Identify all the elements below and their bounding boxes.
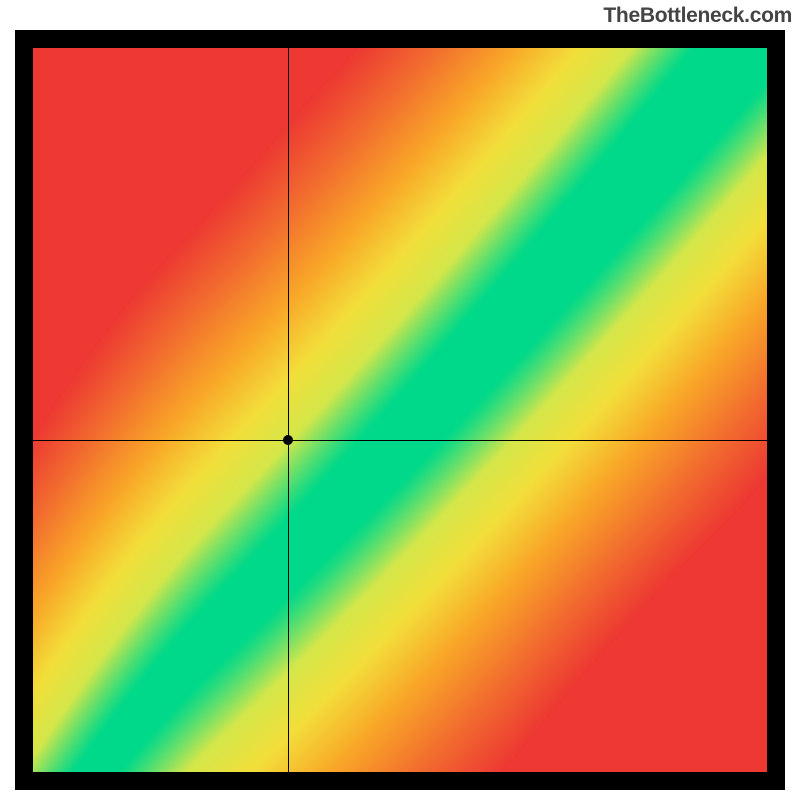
- plot-area: [33, 48, 767, 772]
- data-point-marker: [283, 435, 293, 445]
- watermark-text: TheBottleneck.com: [603, 4, 792, 28]
- heatmap-canvas: [33, 48, 767, 772]
- crosshair-horizontal: [33, 440, 767, 441]
- crosshair-vertical: [288, 48, 289, 772]
- plot-frame: [15, 30, 785, 790]
